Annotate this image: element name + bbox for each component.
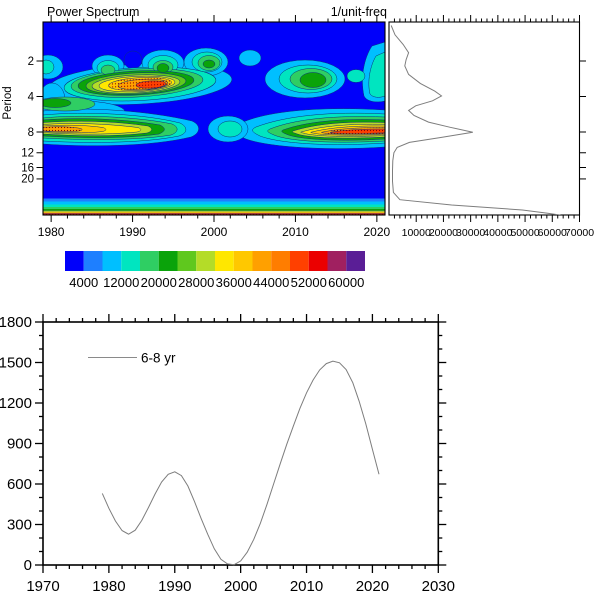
x-tick-label: 40000 (483, 227, 512, 239)
colorbar-cell (121, 251, 140, 271)
colorbar-cell (215, 251, 234, 271)
y-tick-label: 1500 (0, 355, 32, 372)
legend-6-8yr-label: 6-8 yr (141, 351, 176, 366)
y-tick-label: 900 (7, 436, 32, 453)
y-tick-label: 8 (28, 127, 34, 139)
bandpass-plot-frame (42, 321, 440, 566)
y-tick-label: 16 (21, 162, 34, 174)
global-wavelet-spectrum-curve (390, 25, 561, 215)
x-tick-label: 20000 (429, 227, 458, 239)
colorbar-cell (327, 251, 347, 271)
colorbar-cell (271, 251, 290, 271)
y-tick-label: 1800 (0, 314, 32, 331)
y-tick-label: 300 (7, 517, 32, 534)
colorbar-cell (65, 251, 84, 271)
colorbar-cell (177, 251, 197, 271)
y-tick-label: 600 (7, 476, 32, 493)
colorbar: 4000 12000 20000 28000 36000 44000 52000 60000 (65, 251, 365, 290)
colorbar-label: 44000 (253, 275, 289, 290)
x-tick-label: 2020 (356, 578, 389, 595)
colorbar-cell (196, 251, 215, 271)
y-tick-label: 20 (21, 174, 34, 186)
x-tick-label: 10000 (402, 227, 431, 239)
colorbar-cell (308, 251, 328, 271)
x-tick-label: 2000 (201, 225, 228, 239)
y-tick-label: 0 (24, 557, 32, 574)
global-spectrum-frame (388, 21, 581, 216)
colorbar-cell (346, 251, 365, 271)
y-tick-label: 2 (28, 56, 34, 68)
power-spectrum-title: Power Spectrum (47, 5, 139, 19)
long-period-bands (43, 198, 385, 215)
bandpass-series-panel: 1970 1980 1990 2000 2010 2020 2030 1800 1500 1200… (0, 314, 455, 595)
x-tick-label: 1980 (38, 225, 65, 239)
colorbar-label: 12000 (103, 275, 139, 290)
colorbar-label: 52000 (291, 275, 327, 290)
x-tick-label: 2000 (224, 578, 257, 595)
colorbar-label: 20000 (141, 275, 177, 290)
x-tick-label: 1970 (26, 578, 59, 595)
x-tick-label: 2030 (422, 578, 455, 595)
wavelet-contour-field (43, 22, 385, 215)
x-tick-label: 2010 (282, 225, 309, 239)
x-tick-label: 1990 (158, 578, 191, 595)
y-tick-label: 4 (28, 91, 35, 103)
colorbar-label: 4000 (69, 275, 98, 290)
power-spectrum-panel: Power Spectrum 1/unit-freq Period (2, 5, 594, 290)
bandpass-plot-axes: 1970 1980 1990 2000 2010 2020 2030 1800 1500 1200… (0, 314, 455, 595)
colorbar-cell (158, 251, 178, 271)
colorbar-cell (290, 251, 309, 271)
colorbar-cell (102, 251, 122, 271)
colorbar-label: 60000 (328, 275, 364, 290)
bandpass-variance-curve (101, 360, 380, 566)
y-tick-label: 12 (21, 148, 34, 160)
colorbar-cell (83, 251, 103, 271)
colorbar-label: 28000 (178, 275, 214, 290)
x-tick-label: 70000 (565, 227, 594, 239)
x-tick-label: 30000 (456, 227, 485, 239)
colorbar-cell (233, 251, 253, 271)
x-tick-label: 60000 (538, 227, 567, 239)
period-axis-label: Period (2, 86, 14, 119)
colorbar-cell (252, 251, 272, 271)
colorbar-cell (140, 251, 159, 271)
x-tick-label: 2010 (290, 578, 323, 595)
y-tick-label: 1200 (0, 395, 32, 412)
x-tick-label: 2020 (364, 225, 391, 239)
unit-freq-label: 1/unit-freq (331, 5, 387, 19)
x-tick-label: 1980 (92, 578, 125, 595)
x-tick-label: 50000 (510, 227, 539, 239)
colorbar-label: 36000 (216, 275, 252, 290)
x-tick-label: 1990 (119, 225, 146, 239)
